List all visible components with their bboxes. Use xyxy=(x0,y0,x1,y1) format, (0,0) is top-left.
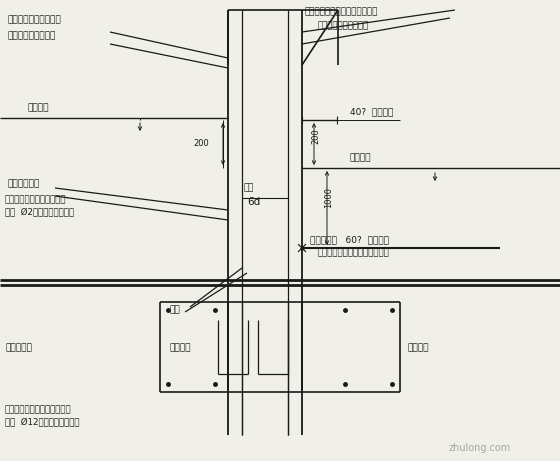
Text: 1000: 1000 xyxy=(324,187,334,208)
Text: 40?  镀锌扁钓: 40? 镀锌扁钓 xyxy=(350,107,393,117)
Text: 6d: 6d xyxy=(247,197,260,207)
Text: 室外地面: 室外地面 xyxy=(350,154,371,162)
Text: 200: 200 xyxy=(193,140,209,148)
Text: 柱内纵向钓筋: 柱内纵向钓筋 xyxy=(8,179,40,189)
Text: zhulong.com: zhulong.com xyxy=(449,443,511,453)
Text: 基础垃两条底筋各加一条附加: 基础垃两条底筋各加一条附加 xyxy=(5,406,72,414)
Text: 地板引出线与柱内纵向钓筋焚接: 地板引出线与柱内纵向钓筋焚接 xyxy=(305,7,379,17)
Text: 基础垃底筋: 基础垃底筋 xyxy=(5,343,32,353)
Text: 至调各保安地极板（联合接地）: 至调各保安地极板（联合接地） xyxy=(318,248,390,258)
Text: 领与暗装引下线焚接: 领与暗装引下线焚接 xyxy=(8,31,57,41)
Text: 室内地面: 室内地面 xyxy=(28,104,49,112)
Text: 桩身主筋: 桩身主筋 xyxy=(408,343,430,353)
Text: 柱身两条主筋各加一条帮加: 柱身两条主筋各加一条帮加 xyxy=(5,195,67,205)
Text: 电焚: 电焚 xyxy=(244,183,254,193)
Text: 拿近引出线的两个套路: 拿近引出线的两个套路 xyxy=(8,16,62,24)
Text: （传接地电阔测试点）: （传接地电阔测试点） xyxy=(318,22,369,30)
Text: 桩帽: 桩帽 xyxy=(170,306,181,314)
Text: 桩身主筋: 桩身主筋 xyxy=(170,343,192,353)
Text: 钓筋  Ø2与暗索引下线焚接: 钓筋 Ø2与暗索引下线焚接 xyxy=(5,207,74,217)
Text: 200: 200 xyxy=(311,128,320,144)
Text: 钓筋  Ø12与暗索引下线焚接: 钓筋 Ø12与暗索引下线焚接 xyxy=(5,418,80,426)
Text: 接地连接线   60?  镀锌扁钓: 接地连接线 60? 镀锌扁钓 xyxy=(310,236,389,244)
